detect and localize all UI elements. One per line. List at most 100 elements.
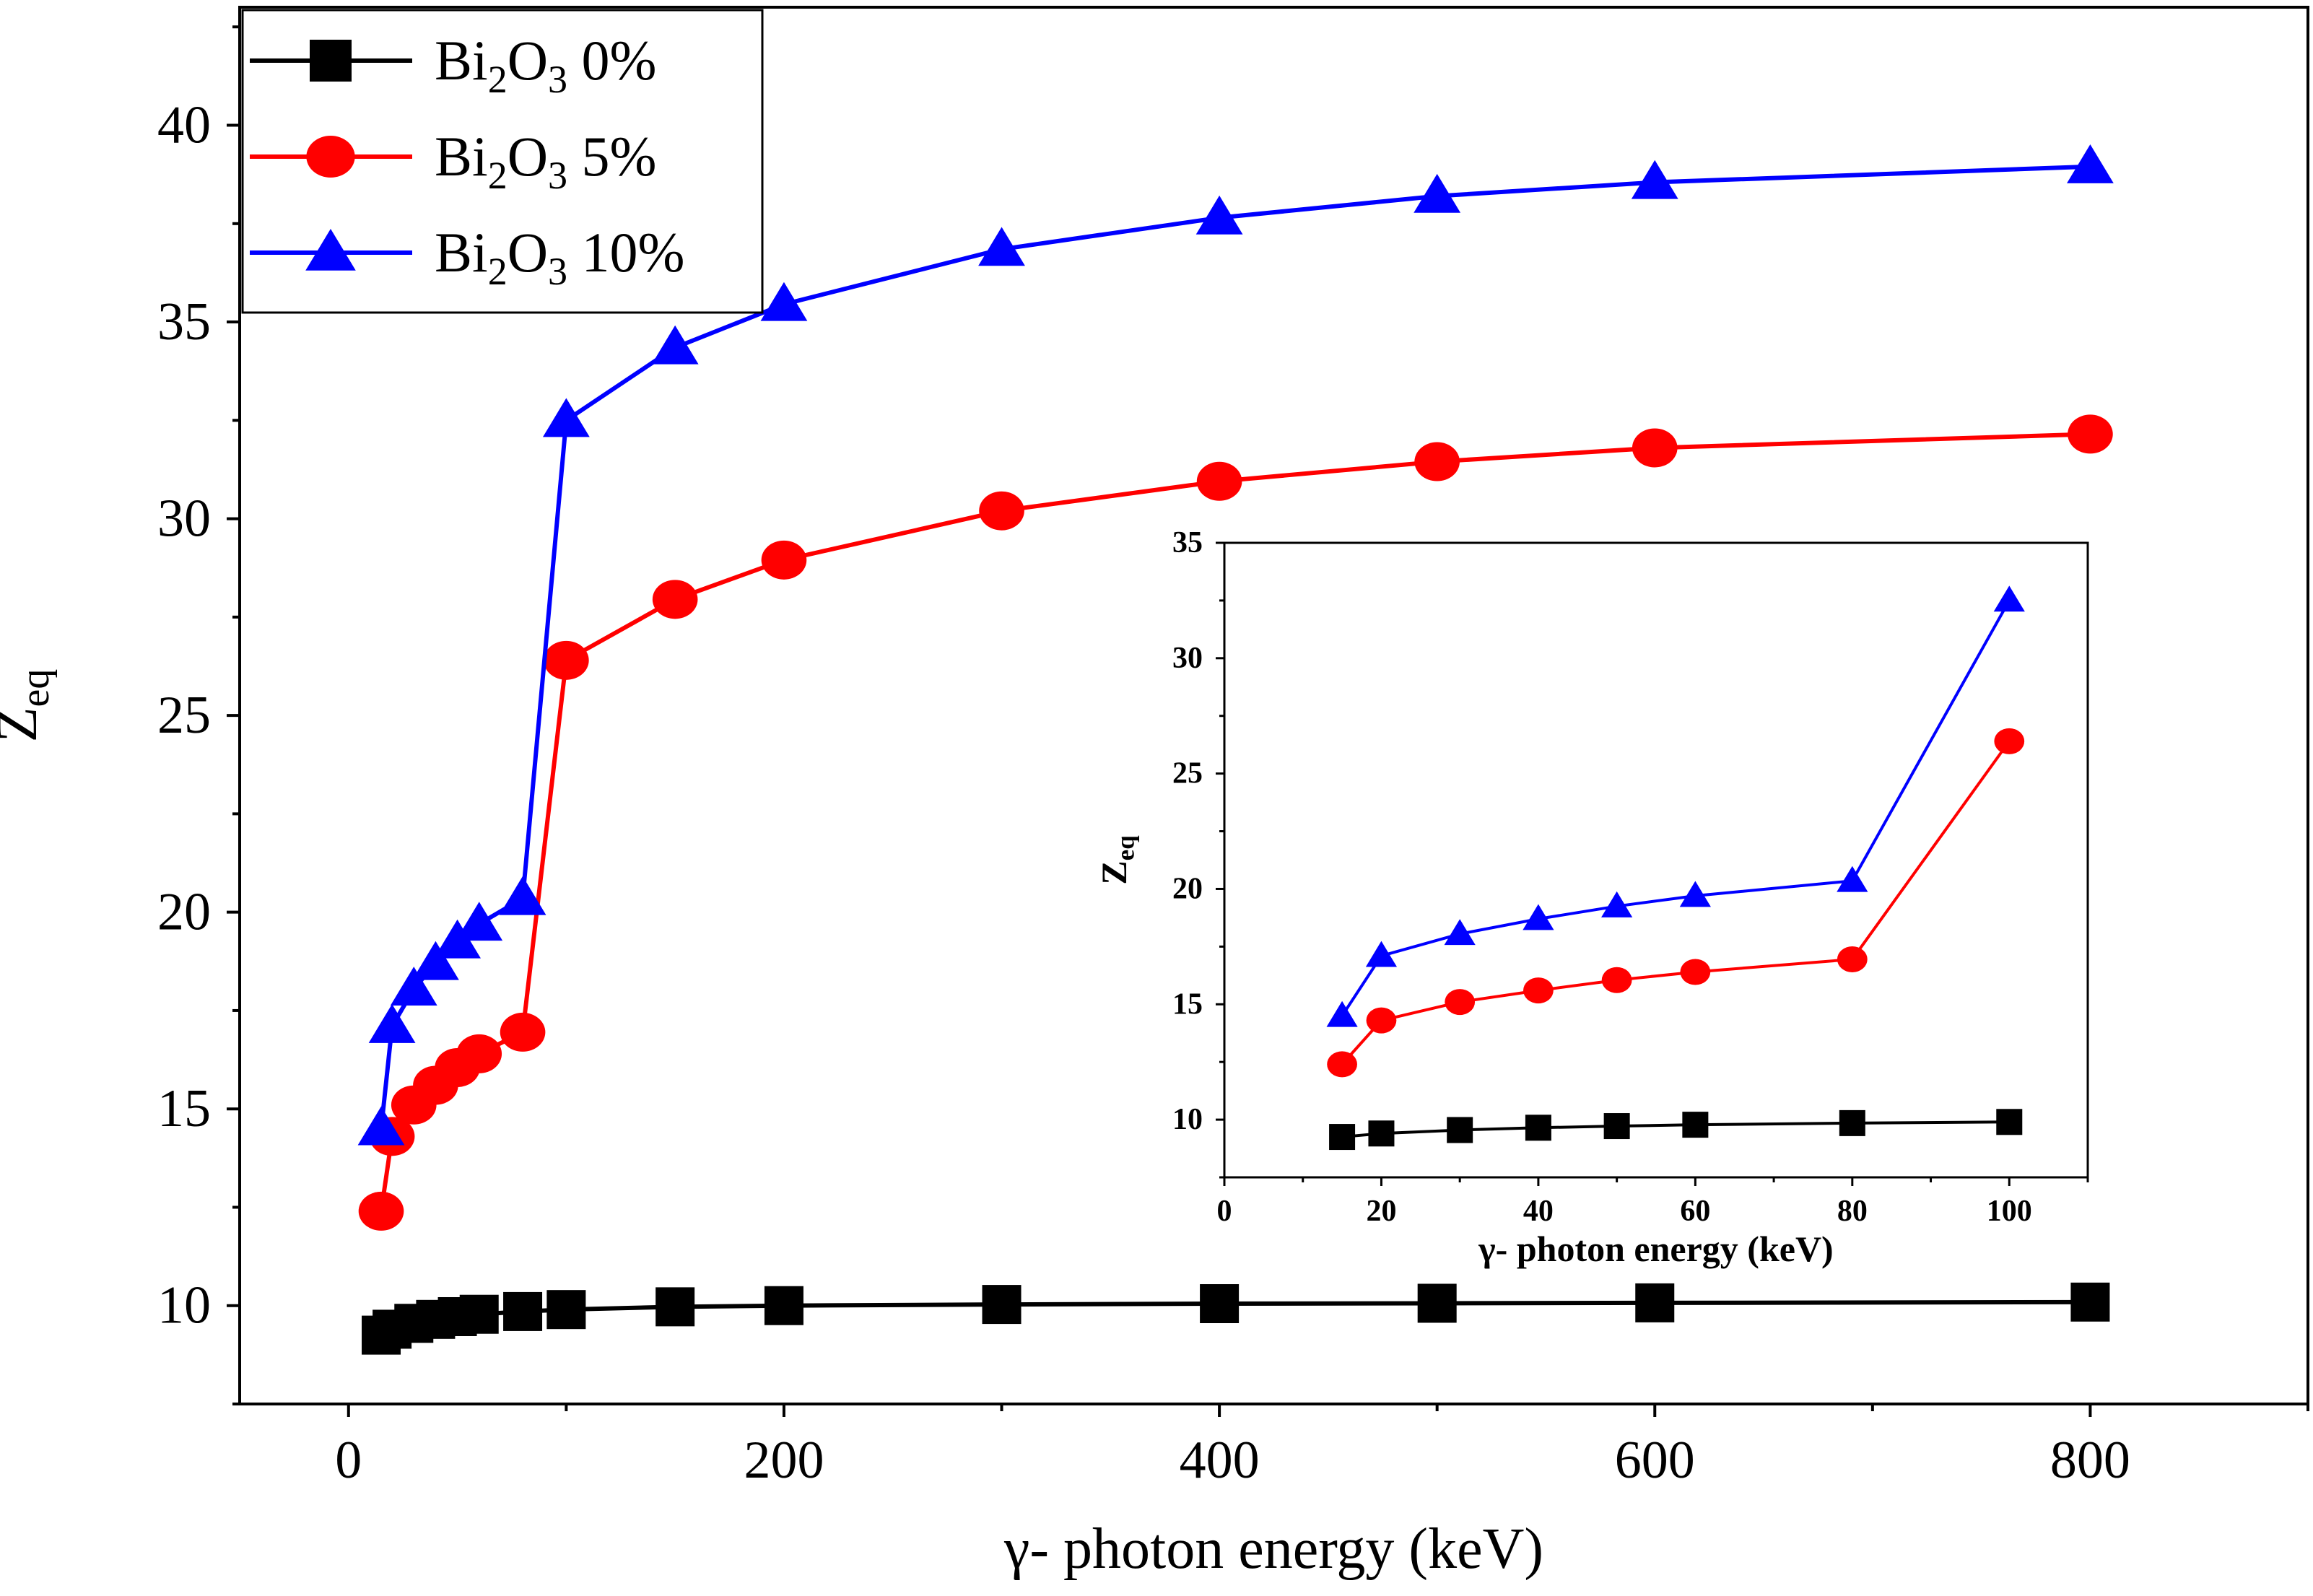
inset-data-point-1 — [1994, 728, 2025, 754]
legend-label-part: 2 — [488, 154, 508, 197]
inset-x-tick-label: 100 — [1987, 1195, 2032, 1228]
inset-x-axis-title: γ- photon energy (keV) — [1478, 1229, 1833, 1269]
legend-label-part: 10% — [567, 221, 684, 284]
main-data-point-0 — [2070, 1282, 2110, 1322]
legend-label-part: 3 — [548, 58, 567, 101]
inset-data-point-2 — [1444, 919, 1476, 946]
legend-label-0: Bi2O3 0% — [435, 29, 657, 101]
main-x-axis-title: γ- photon energy (keV) — [1003, 1517, 1543, 1581]
inset-data-point-2 — [1837, 865, 1868, 892]
main-data-point-2 — [390, 967, 437, 1006]
inset-y-tick-label: 15 — [1172, 987, 1203, 1021]
inset-data-point-1 — [1680, 959, 1711, 985]
legend-marker-0 — [310, 40, 352, 82]
legend-label-part: 2 — [488, 250, 508, 293]
legend-label-part: O — [508, 29, 548, 92]
main-data-point-1 — [500, 1012, 546, 1052]
inset-data-point-0 — [1603, 1113, 1630, 1140]
main-data-point-0 — [1200, 1284, 1240, 1324]
main-data-point-1 — [358, 1191, 404, 1231]
main-data-point-1 — [1196, 461, 1242, 501]
inset-data-point-1 — [1601, 967, 1632, 993]
legend-label-part: O — [508, 125, 548, 188]
main-plot-frame — [238, 6, 2309, 1405]
inset-x-tick-label: 40 — [1523, 1195, 1554, 1228]
legend-label-part: Bi — [435, 125, 488, 188]
main-data-point-1 — [544, 640, 589, 680]
main-data-point-1 — [456, 1034, 502, 1073]
main-y-tick-label: 35 — [157, 292, 211, 352]
main-data-point-0 — [1417, 1283, 1457, 1323]
legend-label-part: 3 — [548, 250, 567, 293]
legend-label-part: 3 — [548, 154, 567, 197]
legend-label-1: Bi2O3 5% — [435, 125, 657, 197]
inset-data-point-2 — [1601, 891, 1633, 917]
inset-y-axis-title: Zeq — [1094, 835, 1140, 885]
main-y-tick-label: 40 — [157, 96, 211, 155]
legend-label-part: 5% — [567, 125, 656, 188]
inset-data-point-2 — [1365, 941, 1398, 967]
main-y-tick-label: 30 — [157, 489, 211, 549]
inset-x-tick-label: 0 — [1217, 1195, 1232, 1228]
main-data-point-2 — [456, 902, 503, 941]
inset-data-point-1 — [1327, 1051, 1357, 1078]
main-x-tick-label: 800 — [2050, 1431, 2130, 1490]
main-data-point-0 — [503, 1291, 543, 1331]
main-data-point-2 — [651, 325, 699, 365]
main-data-point-0 — [764, 1286, 803, 1325]
inset-series-line-2 — [1341, 599, 2011, 1017]
main-data-point-0 — [459, 1294, 499, 1334]
inset-y-tick-label: 20 — [1172, 872, 1203, 905]
inset-y-tick-label: 35 — [1172, 526, 1203, 559]
legend-label-part: 2 — [488, 58, 508, 101]
inset-x-tick-label: 80 — [1837, 1195, 1868, 1228]
main-y-tick-label: 15 — [157, 1079, 211, 1138]
inset-data-point-0 — [1447, 1117, 1473, 1143]
inset-data-point-1 — [1366, 1007, 1397, 1034]
inset-plot: 0 20 40 60 80 100 10 15 20 25 30 35 γ- photon energy… — [1094, 526, 2089, 1269]
legend-label-2: Bi2O3 10% — [435, 221, 685, 293]
main-data-point-1 — [1414, 442, 1460, 481]
main-x-tick-label: 200 — [744, 1431, 824, 1490]
main-y-tick-label: 25 — [157, 686, 211, 745]
main-data-point-0 — [546, 1290, 586, 1330]
inset-data-point-2 — [1993, 585, 2025, 612]
inset-x-tick-label: 20 — [1366, 1195, 1396, 1228]
main-data-point-1 — [652, 580, 698, 619]
main-data-point-2 — [2067, 144, 2114, 183]
inset-data-point-2 — [1523, 904, 1554, 930]
main-data-point-1 — [1632, 428, 1678, 468]
main-y-axis-title-main: Z — [0, 707, 49, 742]
main-x-tick-label: 600 — [1615, 1431, 1695, 1490]
legend-label-part: 0% — [567, 29, 656, 92]
inset-y-axis-title-main: Z — [1094, 860, 1134, 884]
main-data-point-2 — [542, 398, 590, 437]
main-data-point-2 — [978, 227, 1025, 266]
main-data-point-2 — [760, 282, 808, 321]
main-data-point-2 — [368, 1003, 416, 1043]
legend: Bi2O3 0%Bi2O3 5%Bi2O3 10% — [241, 9, 764, 314]
main-y-axis-title-subscript: eq — [13, 669, 58, 707]
main-x-tick-label: 0 — [335, 1431, 362, 1490]
inset-y-tick-label: 30 — [1172, 642, 1203, 675]
main-data-point-2 — [1631, 160, 1678, 199]
inset-data-point-1 — [1445, 989, 1476, 1016]
inset-data-point-0 — [1368, 1120, 1395, 1147]
inset-y-tick-label: 25 — [1172, 757, 1203, 790]
inset-data-point-0 — [1525, 1115, 1551, 1141]
inset-plot-frame — [1223, 541, 2089, 1179]
main-data-point-2 — [412, 941, 459, 980]
main-y-tick-label: 20 — [157, 883, 211, 942]
main-data-point-1 — [979, 491, 1024, 531]
main-data-point-1 — [761, 540, 807, 580]
main-y-tick-label: 10 — [157, 1276, 211, 1335]
main-data-point-2 — [499, 876, 546, 915]
inset-data-point-2 — [1679, 881, 1711, 907]
main-data-point-2 — [357, 1106, 405, 1146]
main-data-point-0 — [655, 1287, 695, 1327]
legend-label-part: O — [508, 221, 548, 284]
main-data-point-1 — [2068, 414, 2113, 454]
legend-label-part: Bi — [435, 29, 488, 92]
main-x-tick-label: 400 — [1180, 1431, 1260, 1490]
